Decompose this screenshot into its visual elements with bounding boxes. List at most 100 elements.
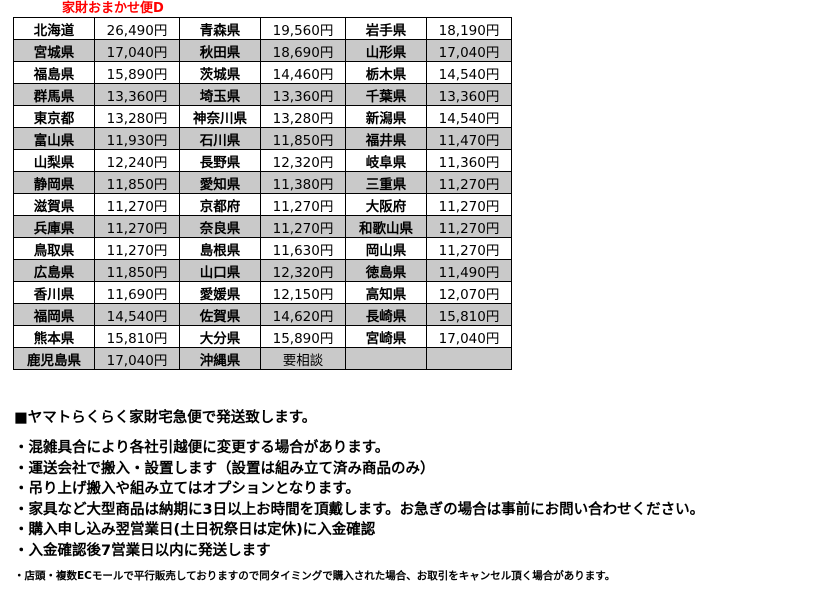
table-row: 兵庫県 11,270円 奈良県 11,270円 和歌山県 11,270円: [13, 215, 512, 238]
fee-cell: 11,270円: [260, 215, 346, 238]
prefecture-cell: 岩手県: [345, 17, 427, 40]
note-line: ・運送会社で搬入・設置します（設置は組み立て済み商品のみ）: [14, 460, 435, 477]
prefecture-cell: 大分県: [179, 325, 261, 348]
table-row: 熊本県 15,810円 大分県 15,890円 宮崎県 17,040円: [13, 325, 512, 348]
prefecture-cell: 沖縄県: [179, 347, 261, 370]
prefecture-cell: 宮崎県: [345, 325, 427, 348]
prefecture-cell: 大阪府: [345, 193, 427, 216]
fee-cell: 13,360円: [94, 83, 180, 106]
table-row: 富山県 11,930円 石川県 11,850円 福井県 11,470円: [13, 127, 512, 150]
note-line: ・購入申し込み翌営業日(土日祝祭日は定休)に入金確認: [14, 522, 376, 538]
prefecture-cell: 新潟県: [345, 105, 427, 128]
prefecture-cell: 静岡県: [13, 171, 95, 194]
table-row: 鳥取県 11,270円 島根県 11,630円 岡山県 11,270円: [13, 237, 512, 260]
fee-cell: 13,360円: [426, 83, 512, 106]
fee-cell: 11,270円: [426, 237, 512, 260]
fee-cell: 11,930円: [94, 127, 180, 150]
prefecture-cell: 鹿児島県: [13, 347, 95, 370]
table-row: 広島県 11,850円 山口県 12,320円 徳島県 11,490円: [13, 259, 512, 282]
prefecture-cell: 島根県: [179, 237, 261, 260]
prefecture-cell: 山口県: [179, 259, 261, 282]
prefecture-cell: 佐賀県: [179, 303, 261, 326]
fee-cell: 11,270円: [94, 193, 180, 216]
prefecture-cell: 山形県: [345, 39, 427, 62]
note-line: ・吊り上げ搬入や組み立てはオプションとなります。: [14, 481, 360, 497]
prefecture-cell: 岐阜県: [345, 149, 427, 172]
fee-cell: 15,810円: [426, 303, 512, 326]
notes-fine-print: ・店頭・複数ECモールで平行販売しておりますので同タイミングで購入された場合、お…: [14, 570, 616, 582]
prefecture-cell: 群馬県: [13, 83, 95, 106]
prefecture-cell: 鳥取県: [13, 237, 95, 260]
fee-cell: 13,360円: [260, 83, 346, 106]
prefecture-cell: 山梨県: [13, 149, 95, 172]
prefecture-cell: 香川県: [13, 281, 95, 304]
note-line: ・混雑具合により各社引越便に変更する場合があります。: [14, 440, 390, 456]
notes-list: ・混雑具合により各社引越便に変更する場合があります。・運送会社で搬入・設置します…: [14, 438, 814, 561]
note-line: ・家具など大型商品は納期に3日以上お時間を頂戴します。お急ぎの場合は事前にお問い…: [14, 501, 705, 518]
prefecture-cell: 埼玉県: [179, 83, 261, 106]
fee-cell: 14,460円: [260, 61, 346, 84]
fee-cell: 18,690円: [260, 39, 346, 62]
fee-cell: 12,150円: [260, 281, 346, 304]
prefecture-cell: 愛媛県: [179, 281, 261, 304]
fee-cell: 11,270円: [426, 215, 512, 238]
fee-cell: 19,560円: [260, 17, 346, 40]
fee-cell: 12,070円: [426, 281, 512, 304]
fee-cell: 14,540円: [94, 303, 180, 326]
fee-cell: 11,490円: [426, 259, 512, 282]
prefecture-cell: 福井県: [345, 127, 427, 150]
fee-cell: 11,360円: [426, 149, 512, 172]
fee-cell: 18,190円: [426, 17, 512, 40]
prefecture-cell: 福岡県: [13, 303, 95, 326]
prefecture-cell: 秋田県: [179, 39, 261, 62]
table-row: 東京都 13,280円 神奈川県 13,280円 新潟県 14,540円: [13, 105, 512, 128]
table-row: 福岡県 14,540円 佐賀県 14,620円 長崎県 15,810円: [13, 303, 512, 326]
fee-cell: 11,270円: [426, 193, 512, 216]
fee-cell: 12,320円: [260, 149, 346, 172]
prefecture-cell: 滋賀県: [13, 193, 95, 216]
prefecture-cell: 宮城県: [13, 39, 95, 62]
fee-cell: 11,690円: [94, 281, 180, 304]
prefecture-cell: 東京都: [13, 105, 95, 128]
fee-cell: 11,850円: [94, 259, 180, 282]
table-row: 群馬県 13,360円 埼玉県 13,360円 千葉県 13,360円: [13, 83, 512, 106]
prefecture-cell: 栃木県: [345, 61, 427, 84]
table-row: 福島県 15,890円 茨城県 14,460円 栃木県 14,540円: [13, 61, 512, 84]
prefecture-cell: 奈良県: [179, 215, 261, 238]
prefecture-cell: 高知県: [345, 281, 427, 304]
prefecture-cell: 茨城県: [179, 61, 261, 84]
fee-cell: 13,280円: [260, 105, 346, 128]
prefecture-cell: 長崎県: [345, 303, 427, 326]
fee-cell: 12,240円: [94, 149, 180, 172]
fee-cell: 11,270円: [94, 215, 180, 238]
table-row: 滋賀県 11,270円 京都府 11,270円 大阪府 11,270円: [13, 193, 512, 216]
prefecture-cell: 千葉県: [345, 83, 427, 106]
table-row: 山梨県 12,240円 長野県 12,320円 岐阜県 11,360円: [13, 149, 512, 172]
fee-cell: 要相談: [260, 347, 346, 370]
fee-cell: 17,040円: [426, 39, 512, 62]
fee-cell: 11,470円: [426, 127, 512, 150]
fee-cell: 11,270円: [426, 171, 512, 194]
prefecture-cell: 青森県: [179, 17, 261, 40]
fee-cell: 13,280円: [94, 105, 180, 128]
prefecture-cell: 熊本県: [13, 325, 95, 348]
fee-cell: 17,040円: [94, 347, 180, 370]
fee-cell: 17,040円: [426, 325, 512, 348]
prefecture-cell: 広島県: [13, 259, 95, 282]
fee-cell: 11,850円: [94, 171, 180, 194]
shipping-fee-table-body: 北海道 26,490円 青森県 19,560円 岩手県 18,190円 宮城県 17,040円…: [13, 17, 512, 370]
fee-cell: 11,850円: [260, 127, 346, 150]
fee-cell: 15,810円: [94, 325, 180, 348]
page-title: 家財おまかせ便D: [62, 1, 164, 16]
fee-cell: 17,040円: [94, 39, 180, 62]
notes-heading: ■ヤマトらくらく家財宅急便で発送致します。: [14, 410, 317, 426]
note-line: ・入金確認後7営業日以内に発送します: [14, 542, 271, 559]
table-row: 北海道 26,490円 青森県 19,560円 岩手県 18,190円: [13, 17, 512, 40]
prefecture-cell: 三重県: [345, 171, 427, 194]
fee-cell: 26,490円: [94, 17, 180, 40]
fee-cell: 11,380円: [260, 171, 346, 194]
prefecture-cell: 愛知県: [179, 171, 261, 194]
table-row: 静岡県 11,850円 愛知県 11,380円 三重県 11,270円: [13, 171, 512, 194]
fee-cell: [426, 347, 512, 370]
prefecture-cell: 兵庫県: [13, 215, 95, 238]
